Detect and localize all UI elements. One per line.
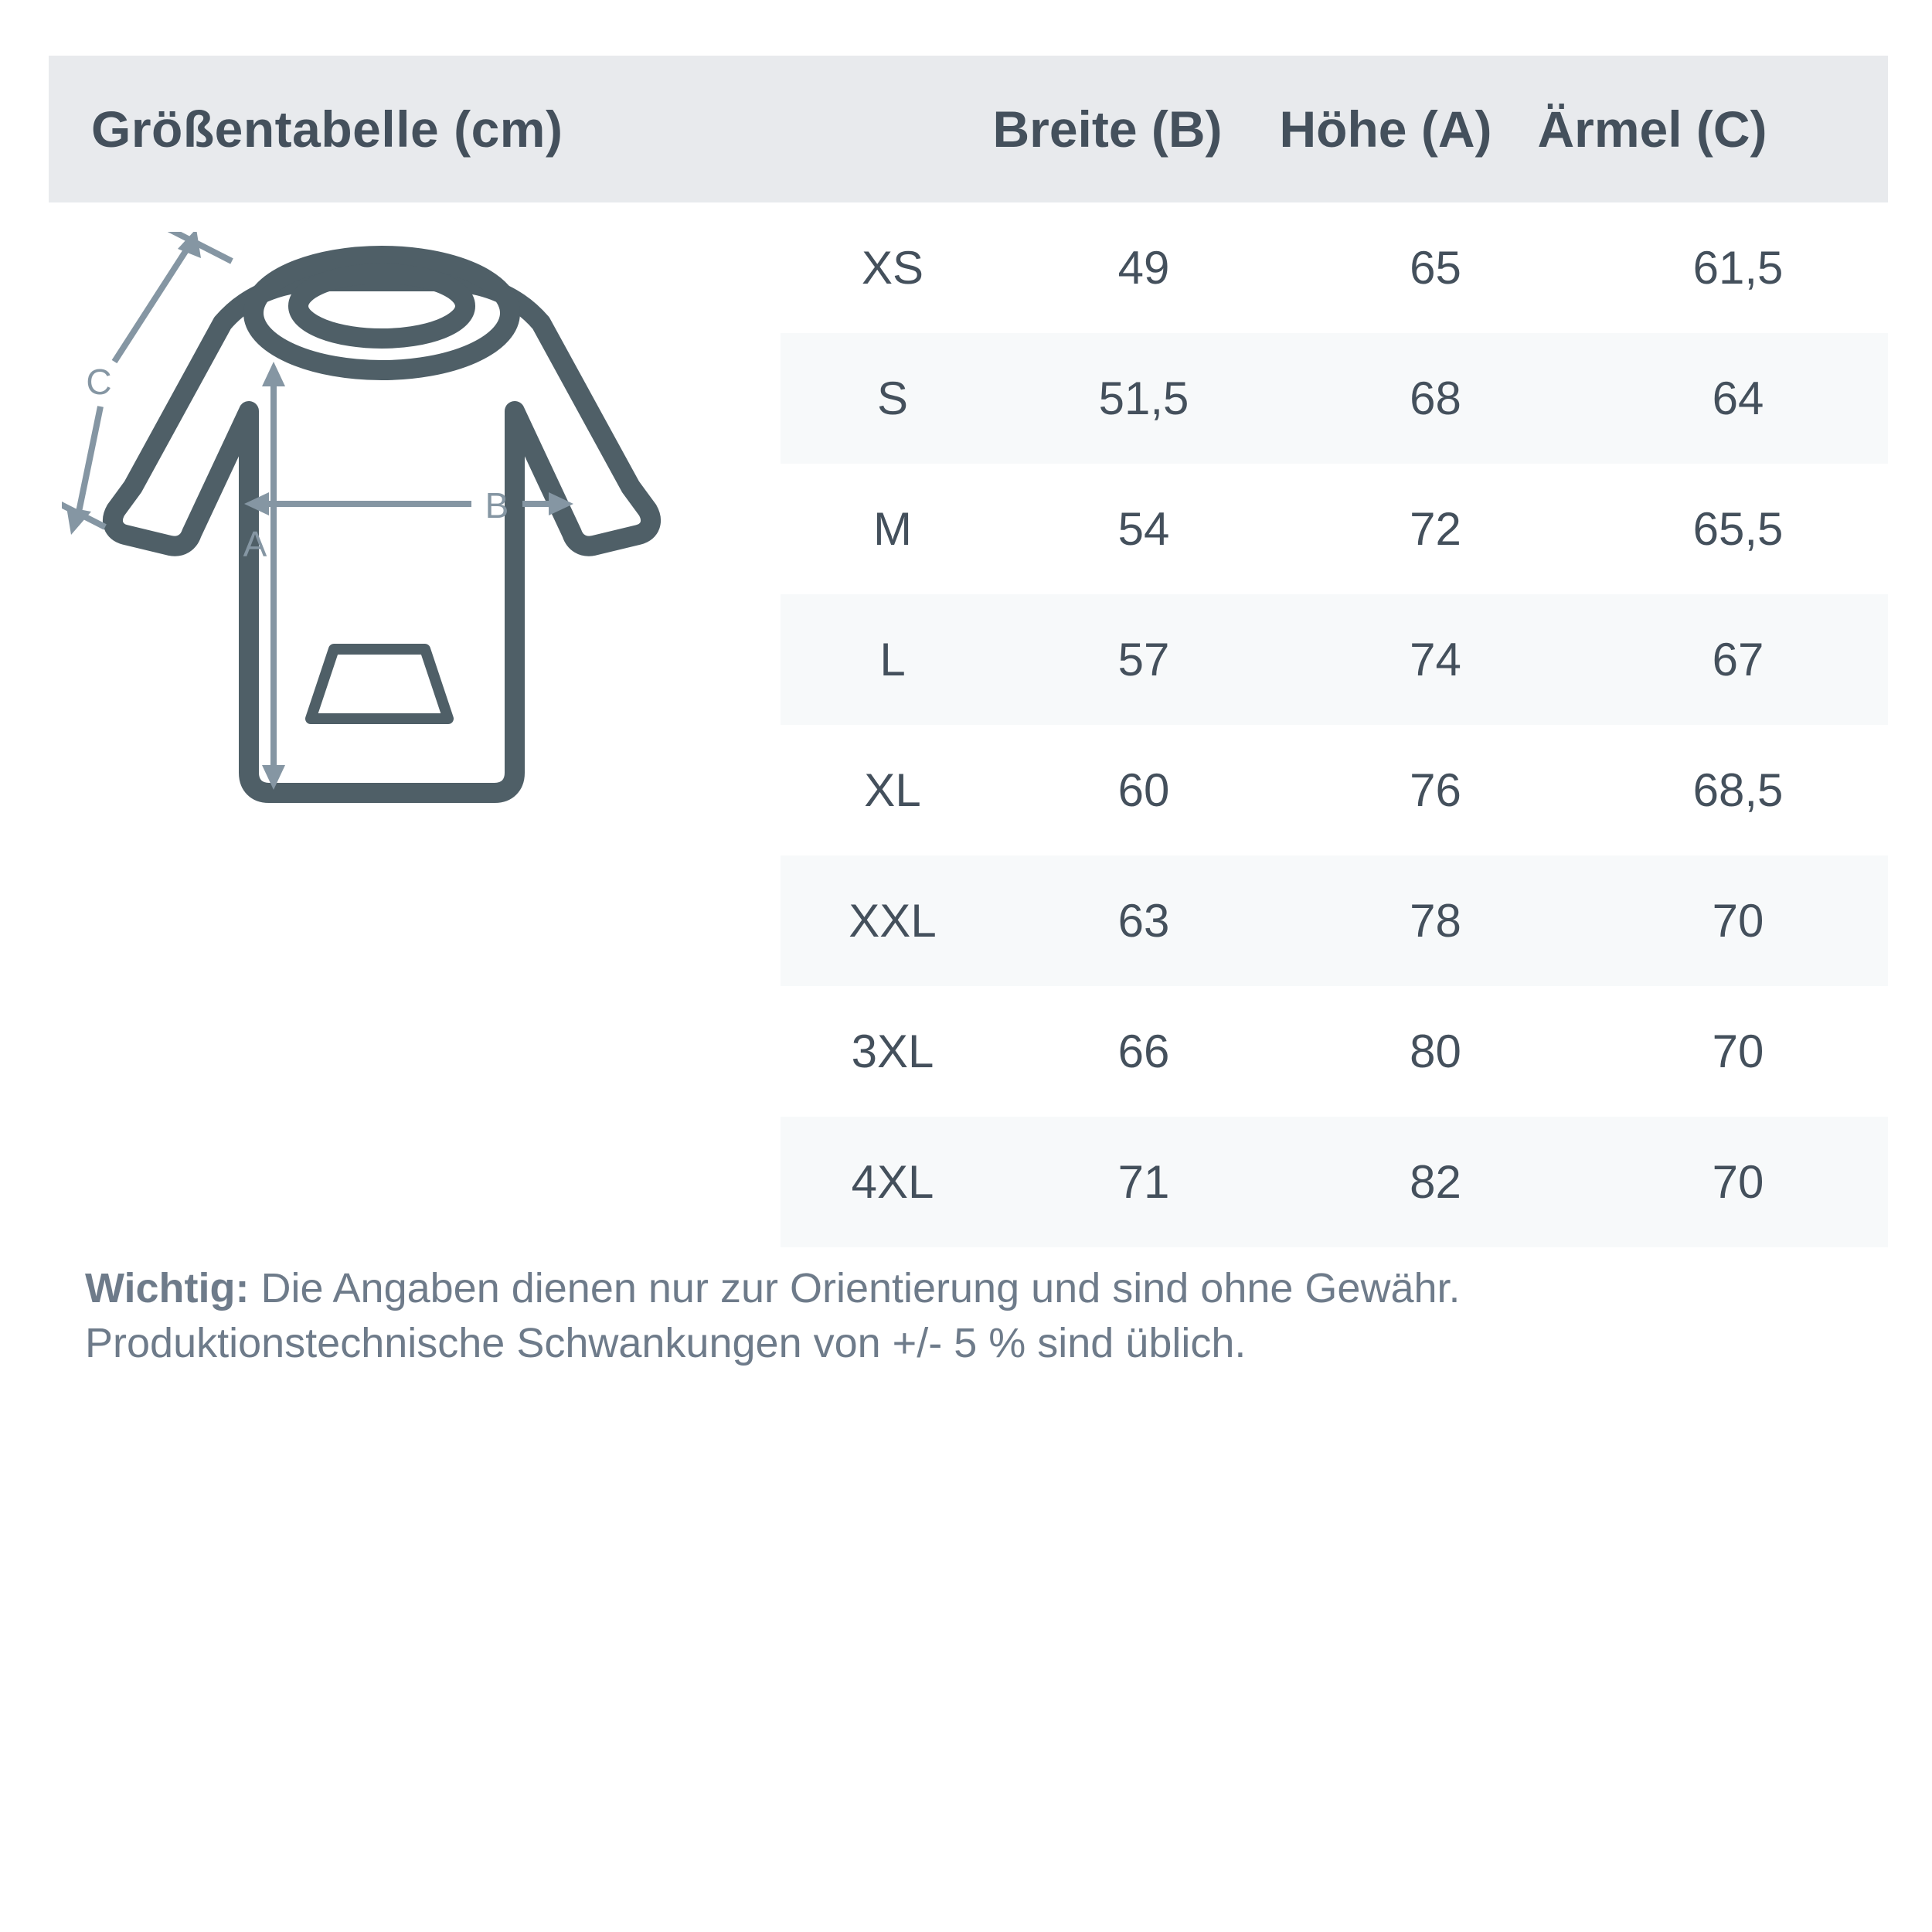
cell-height: 68 [1410,372,1461,424]
cell-size: L [879,634,906,685]
cell-sleeve: 67 [1712,634,1764,685]
disclaimer-note: Wichtig: Die Angaben dienen nur zur Orie… [85,1261,1862,1372]
cell-size: 4XL [851,1156,934,1208]
cell-height: 74 [1410,634,1461,685]
cell-width: 51,5 [1098,372,1189,424]
dimension-label-c: C [86,362,111,402]
cell-width: 63 [1117,895,1170,947]
cell-height: 76 [1410,764,1461,816]
cell-width: 57 [1117,634,1170,685]
cell-height: 82 [1410,1156,1461,1208]
cell-height: 80 [1410,1026,1461,1077]
hood-inner-opening [288,264,475,349]
cell-height: 72 [1410,503,1461,555]
column-header-sleeve: Ärmel (C) [1537,100,1767,158]
table-row: 3XL 66 80 70 [781,986,1888,1117]
dimension-c-arrow [62,232,233,535]
dimension-label-b: B [485,485,509,526]
dimension-markers [62,232,573,790]
cell-sleeve: 61,5 [1692,242,1784,294]
table-row: S 51,5 68 64 [781,333,1888,464]
dimension-label-a: A [243,524,267,564]
cell-size: XXL [849,895,937,947]
cell-width: 54 [1117,503,1170,555]
cell-sleeve: 70 [1712,1156,1764,1208]
table-row: XS 49 65 61,5 [781,202,1888,333]
table-row: XXL 63 78 70 [781,855,1888,986]
column-header-height: Höhe (A) [1279,100,1492,158]
disclaimer-label: Wichtig: [85,1265,250,1311]
cell-size: S [876,372,909,424]
column-header-width: Breite (B) [992,100,1223,158]
page-title: Größentabelle (cm) [91,100,563,158]
table-row: L 57 74 67 [781,594,1888,725]
cell-width: 60 [1117,764,1170,816]
table-row: XL 60 76 68,5 [781,725,1888,855]
kangaroo-pocket [305,644,454,724]
dimension-a-arrow [262,362,285,790]
hoodie-diagram: A B C [62,232,773,866]
disclaimer-line-1: Die Angaben dienen nur zur Orientierung … [249,1265,1461,1311]
cell-size: M [873,503,912,555]
table-row: 4XL 71 82 70 [781,1117,1888,1247]
dimension-b-arrow [244,492,573,515]
cell-sleeve: 70 [1712,1026,1764,1077]
cell-height: 78 [1410,895,1461,947]
cell-width: 49 [1117,242,1170,294]
cell-width: 71 [1117,1156,1170,1208]
hoodie-body-outline [103,271,661,803]
cell-sleeve: 64 [1712,372,1764,424]
table-row: M 54 72 65,5 [781,464,1888,594]
disclaimer-line-2: Produktionstechnische Schwankungen von +… [85,1320,1247,1367]
cell-width: 66 [1117,1026,1170,1077]
cell-size: XS [861,242,924,294]
table-header-band: Größentabelle (cm) Breite (B) Höhe (A) Ä… [49,56,1888,202]
cell-height: 65 [1410,242,1461,294]
column-headers: Breite (B) Höhe (A) Ärmel (C) [961,56,1888,202]
cell-sleeve: 68,5 [1692,764,1784,816]
hoodie-illustration-svg: A B C [62,232,661,803]
hood-outer-shape [243,246,520,380]
cell-sleeve: 70 [1712,895,1764,947]
size-table: XS 49 65 61,5 S 51,5 68 64 M 54 72 65,5 … [781,202,1888,1247]
cell-size: 3XL [851,1026,934,1077]
cell-size: XL [864,764,921,816]
cell-sleeve: 65,5 [1692,503,1784,555]
